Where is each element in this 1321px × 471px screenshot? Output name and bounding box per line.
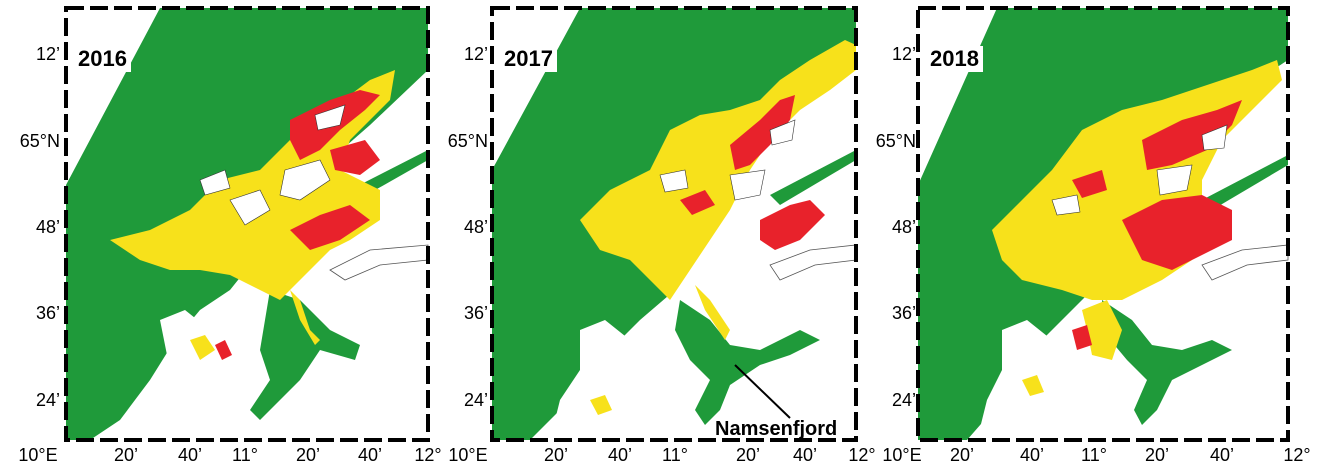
x-tick-label: 20’: [735, 445, 761, 465]
y-tick-label: 24’: [463, 390, 488, 410]
y-tick-label: 65°N: [875, 131, 916, 151]
y-tick-label: 36’: [35, 303, 60, 323]
red-zone: [330, 140, 380, 175]
red-zone: [680, 190, 715, 215]
red-zone: [730, 95, 795, 170]
y-tick-label: 24’: [35, 390, 60, 410]
map-panel-2018: 2018 12’ 65°N 48’ 36’ 24’ 10°E 20’ 40’ 1…: [872, 0, 1312, 471]
x-tick-label: 12°: [414, 445, 442, 465]
x-tick-label: 20’: [543, 445, 569, 465]
x-tick-label: 12°: [848, 445, 876, 465]
yellow-coast: [190, 335, 215, 360]
y-tick-label: 12’: [463, 44, 488, 64]
southern-land: [140, 310, 250, 440]
red-zone: [1142, 100, 1242, 170]
x-tick-label: 40’: [1209, 445, 1235, 465]
y-tick-label: 24’: [891, 390, 916, 410]
x-tick-label: 40’: [177, 445, 203, 465]
y-tick-label: 36’: [891, 303, 916, 323]
year-label: 2017: [500, 46, 557, 72]
y-tick-label: 65°N: [447, 131, 488, 151]
map-2018: [916, 6, 1290, 442]
callout-pointer: [734, 364, 791, 419]
island: [199, 169, 231, 196]
island: [1201, 124, 1228, 151]
red-zone: [290, 205, 370, 250]
y-tick-label: 36’: [463, 303, 488, 323]
yellow-coast: [590, 395, 612, 415]
coastal-strip: [1202, 155, 1288, 210]
x-tick-label: 10°E: [18, 445, 58, 465]
x-tick-label: 11°: [662, 445, 688, 465]
x-tick-label: 11°: [232, 445, 258, 465]
x-tick-label: 10°E: [882, 445, 922, 465]
x-tick-label: 40’: [357, 445, 383, 465]
land-inlet: [1201, 244, 1289, 281]
x-tick-label: 40’: [607, 445, 633, 465]
x-tick-label: 20’: [949, 445, 975, 465]
island: [659, 169, 689, 193]
map-2016: [64, 6, 430, 442]
y-tick-label: 48’: [463, 217, 488, 237]
island: [279, 159, 331, 201]
yellow-channel: [290, 290, 320, 345]
yellow-channel: [695, 285, 730, 340]
y-tick-label: 65°N: [19, 131, 60, 151]
x-tick-label: 40’: [1019, 445, 1045, 465]
red-coast: [215, 340, 232, 360]
year-label: 2018: [926, 46, 983, 72]
x-tick-label: 40’: [792, 445, 818, 465]
y-tick-label: 12’: [891, 44, 916, 64]
red-zone: [1122, 195, 1232, 270]
y-tick-label: 12’: [35, 44, 60, 64]
map-2017: [490, 6, 858, 442]
x-tick-label: 11°: [1081, 445, 1107, 465]
red-zone: [1072, 170, 1107, 198]
fjord-channels: [675, 300, 820, 425]
map-panel-2017: 2017 Namsenfjord 12’ 65°N 48’ 36’ 24’ 10…: [430, 0, 876, 471]
red-zone: [760, 200, 825, 250]
fjord-channels: [1102, 300, 1232, 425]
island: [1051, 194, 1081, 216]
island: [314, 104, 346, 131]
x-tick-label: 20’: [113, 445, 139, 465]
map-panel-2016: 2016 12’ 65°N 48’ 36’ 24’ 10°E 20’ 40’ 1…: [0, 0, 442, 471]
x-tick-label: 20’: [1144, 445, 1170, 465]
y-tick-label: 48’: [891, 217, 916, 237]
red-coast: [1072, 325, 1092, 350]
island: [229, 189, 271, 226]
x-tick-label: 12°: [1283, 445, 1311, 465]
southern-land: [550, 320, 670, 440]
x-tick-label: 10°E: [448, 445, 488, 465]
yellow-coast: [1022, 375, 1044, 396]
namsenfjord-label: Namsenfjord: [715, 418, 838, 440]
island: [769, 119, 796, 146]
x-tick-label: 20’: [295, 445, 321, 465]
island: [729, 169, 766, 201]
year-label: 2016: [74, 46, 131, 72]
fjord-channels: [250, 290, 360, 420]
coastal-strip: [770, 150, 856, 205]
y-tick-label: 48’: [35, 217, 60, 237]
island: [1156, 164, 1193, 196]
